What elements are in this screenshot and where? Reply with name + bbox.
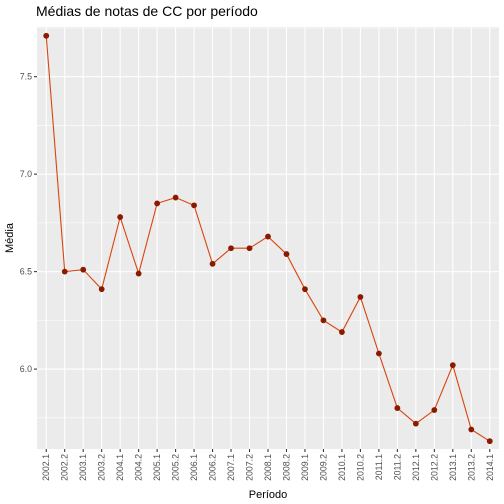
x-tick-label: 2012.2 — [429, 454, 439, 481]
data-point — [265, 233, 271, 240]
y-tick-label: 7.5 — [20, 72, 32, 82]
x-axis-title: Período — [249, 489, 288, 501]
x-tick-label: 2002.2 — [60, 454, 70, 481]
x-tick-label: 2007.1 — [226, 454, 236, 481]
data-point — [61, 268, 68, 275]
y-tick-label: 7.0 — [20, 169, 32, 179]
data-point — [43, 32, 50, 39]
data-point — [431, 407, 438, 413]
y-tick-label: 6.0 — [20, 364, 32, 374]
x-tick-label: 2009.1 — [300, 454, 310, 481]
data-point — [135, 270, 142, 277]
x-tick-label: 2009.2 — [318, 454, 328, 481]
x-tick-label: 2014.1 — [485, 454, 495, 481]
x-tick-label: 2013.2 — [466, 454, 476, 481]
data-point — [486, 438, 493, 445]
x-tick-label: 2004.2 — [134, 454, 144, 481]
y-axis-title: Média — [4, 222, 16, 253]
x-tick-label: 2002.1 — [41, 454, 51, 481]
x-tick-label: 2006.2 — [208, 454, 218, 481]
x-tick-label: 2008.2 — [281, 454, 291, 481]
x-tick-label: 2006.1 — [189, 454, 199, 481]
x-tick-label: 2003.1 — [78, 454, 88, 481]
x-tick-label: 2008.1 — [263, 454, 273, 481]
data-point — [80, 266, 87, 273]
data-point — [98, 286, 105, 293]
x-tick-label: 2004.1 — [115, 454, 125, 481]
x-axis: 2002.1 2002.2 2003.1 2003.2 2004.1 2004.2 2005… — [41, 449, 495, 481]
data-point — [209, 260, 216, 267]
data-point — [357, 294, 364, 300]
y-tick-label: 6.5 — [20, 267, 32, 277]
x-tick-label: 2011.2 — [392, 454, 402, 480]
data-point — [117, 214, 124, 220]
y-axis: 6.0 6.5 7.0 7.5 — [20, 72, 37, 374]
data-point — [172, 194, 179, 201]
x-tick-label: 2010.2 — [355, 454, 365, 481]
data-point — [320, 317, 327, 324]
data-point — [339, 329, 345, 335]
data-point — [283, 251, 290, 257]
x-tick-label: 2011.1 — [374, 454, 384, 480]
series-layer — [43, 32, 493, 445]
data-point — [412, 420, 419, 427]
data-point — [154, 200, 161, 207]
x-tick-label: 2010.1 — [337, 454, 347, 481]
data-point — [191, 202, 197, 209]
x-tick-label: 2005.2 — [171, 454, 181, 481]
x-tick-label: 2007.2 — [245, 454, 255, 481]
x-tick-label: 2013.1 — [448, 454, 458, 481]
x-tick-label: 2012.1 — [411, 454, 421, 481]
data-point — [468, 426, 475, 433]
chart-title: Médias de notas de CC por período — [36, 3, 258, 19]
data-point — [394, 405, 401, 411]
data-point — [449, 362, 456, 369]
data-point — [246, 245, 253, 252]
x-tick-label: 2005.1 — [152, 454, 162, 481]
data-point — [302, 286, 308, 293]
data-point — [375, 350, 382, 357]
x-tick-label: 2003.2 — [97, 454, 107, 481]
data-point — [228, 245, 234, 252]
